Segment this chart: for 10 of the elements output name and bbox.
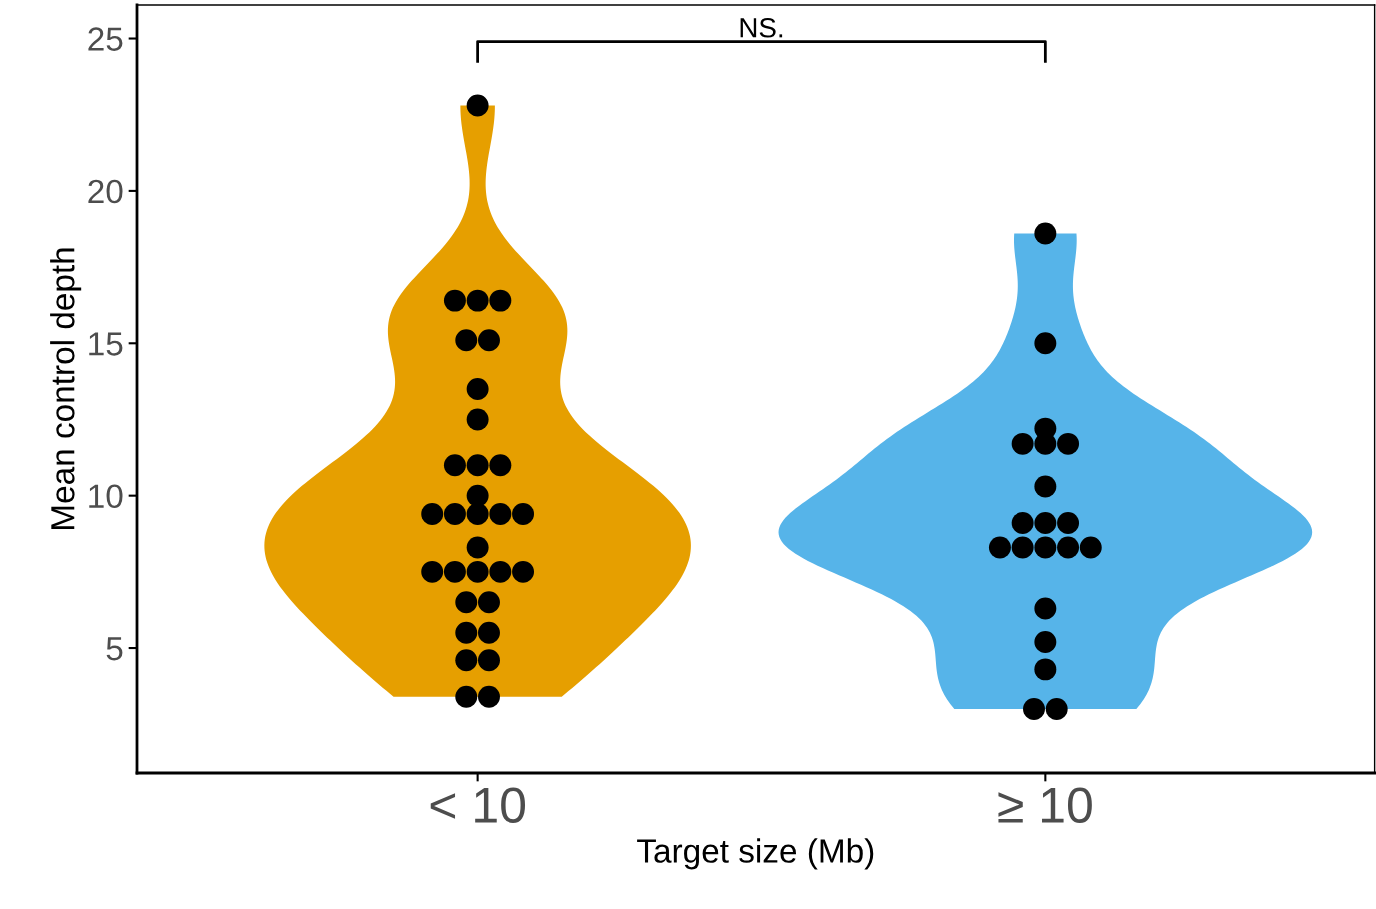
x-tick-label: < 10 [430,787,526,823]
y-tick-label: 5 [106,637,123,661]
y-tick-label: 15 [89,332,123,356]
y-tick-label: 10 [89,484,123,509]
y-axis-title: Mean control depth [50,248,82,529]
x-tick-label: ≥ 10 [998,787,1092,823]
x-axis-title: Target size (Mb) [637,838,874,870]
y-tick-label: 20 [88,179,123,204]
y-tick-label: 25 [88,27,123,51]
annotation: NS. [740,17,783,38]
